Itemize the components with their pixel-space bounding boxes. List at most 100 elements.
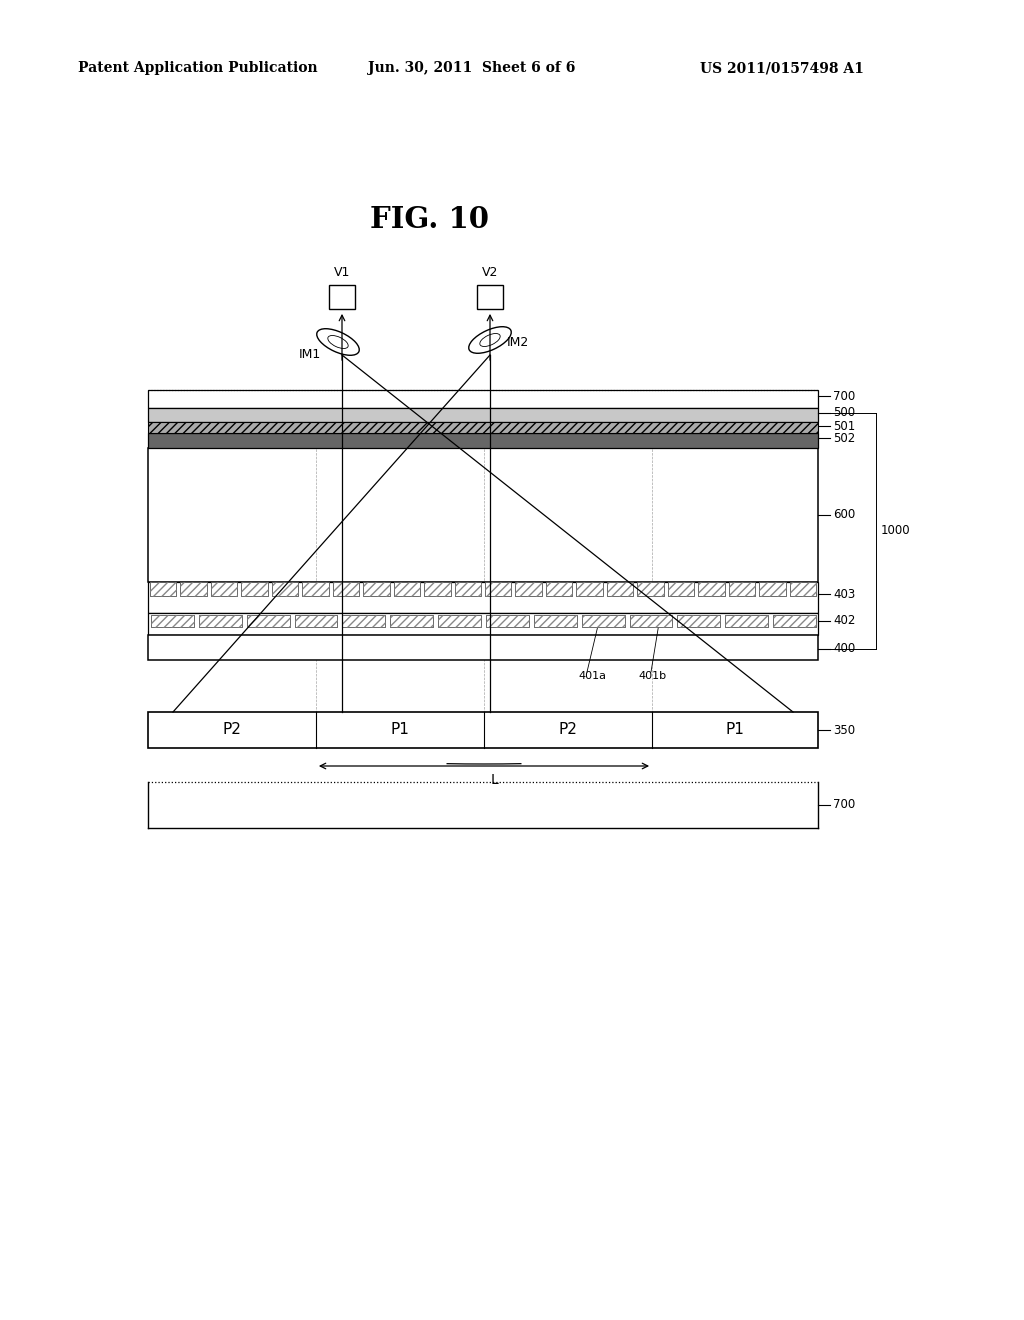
Bar <box>148 433 818 447</box>
Bar <box>151 615 194 627</box>
Bar <box>759 582 785 597</box>
Bar <box>698 582 725 597</box>
Text: 402: 402 <box>833 615 855 627</box>
Bar <box>546 582 572 597</box>
Bar <box>150 582 176 597</box>
Text: FIG. 10: FIG. 10 <box>371 206 489 235</box>
Bar <box>455 582 481 597</box>
Text: P1: P1 <box>726 722 744 738</box>
Bar <box>637 582 664 597</box>
Bar <box>211 582 238 597</box>
Text: 600: 600 <box>833 508 855 521</box>
Bar <box>790 582 816 597</box>
Text: 502: 502 <box>833 432 855 445</box>
Bar <box>148 582 818 612</box>
Bar <box>607 582 633 597</box>
Bar <box>515 582 542 597</box>
Bar <box>424 582 451 597</box>
Bar <box>698 582 725 597</box>
Text: 700: 700 <box>833 389 855 403</box>
Bar <box>148 612 818 635</box>
Bar <box>773 615 816 627</box>
Bar <box>630 615 673 627</box>
Text: 401b: 401b <box>638 671 667 681</box>
Text: 400: 400 <box>833 643 855 656</box>
Bar <box>271 582 298 597</box>
Bar <box>515 582 542 597</box>
Text: P2: P2 <box>558 722 578 738</box>
Bar <box>678 615 720 627</box>
Text: IM1: IM1 <box>299 347 322 360</box>
Bar <box>477 285 503 309</box>
Bar <box>148 635 818 660</box>
Bar <box>180 582 207 597</box>
Bar <box>148 447 818 582</box>
Text: Jun. 30, 2011  Sheet 6 of 6: Jun. 30, 2011 Sheet 6 of 6 <box>368 61 575 75</box>
Text: L: L <box>490 774 498 787</box>
Bar <box>148 422 818 433</box>
Bar <box>148 408 818 422</box>
Bar <box>668 582 694 597</box>
Text: P2: P2 <box>222 722 242 738</box>
Text: V2: V2 <box>482 267 499 280</box>
Bar <box>390 615 433 627</box>
Text: 401a: 401a <box>578 671 606 681</box>
Bar <box>534 615 577 627</box>
Bar <box>199 615 242 627</box>
Bar <box>486 615 528 627</box>
Bar <box>637 582 664 597</box>
Text: 700: 700 <box>833 799 855 812</box>
Text: 1000: 1000 <box>881 524 910 537</box>
Text: 500: 500 <box>833 407 855 420</box>
Bar <box>302 582 329 597</box>
Bar <box>759 582 785 597</box>
Bar <box>725 615 768 627</box>
Text: IM2: IM2 <box>507 335 529 348</box>
Bar <box>725 615 768 627</box>
Bar <box>342 615 385 627</box>
Bar <box>577 582 603 597</box>
Bar <box>729 582 755 597</box>
Bar <box>364 582 390 597</box>
Bar <box>333 582 359 597</box>
Bar <box>342 615 385 627</box>
Bar <box>577 582 603 597</box>
Bar <box>329 285 355 309</box>
Bar <box>247 615 290 627</box>
Text: 350: 350 <box>833 723 855 737</box>
Text: 403: 403 <box>833 587 855 601</box>
Text: US 2011/0157498 A1: US 2011/0157498 A1 <box>700 61 864 75</box>
Bar <box>668 582 694 597</box>
Bar <box>247 615 290 627</box>
Bar <box>678 615 720 627</box>
Bar <box>485 582 511 597</box>
Bar <box>333 582 359 597</box>
Bar <box>148 711 818 748</box>
Bar <box>773 615 816 627</box>
Bar <box>390 615 433 627</box>
Bar <box>242 582 268 597</box>
Bar <box>607 582 633 597</box>
Bar <box>546 582 572 597</box>
Bar <box>211 582 238 597</box>
Bar <box>424 582 451 597</box>
Bar <box>485 582 511 597</box>
Bar <box>180 582 207 597</box>
Bar <box>534 615 577 627</box>
Bar <box>790 582 816 597</box>
Text: Patent Application Publication: Patent Application Publication <box>78 61 317 75</box>
Text: V1: V1 <box>334 267 350 280</box>
Text: 501: 501 <box>833 420 855 433</box>
Bar <box>486 615 528 627</box>
Bar <box>151 615 194 627</box>
Bar <box>582 615 625 627</box>
Bar <box>630 615 673 627</box>
Bar <box>582 615 625 627</box>
Bar <box>148 389 818 408</box>
Bar <box>393 582 420 597</box>
Bar <box>295 615 338 627</box>
Bar <box>729 582 755 597</box>
Bar <box>438 615 481 627</box>
Bar <box>393 582 420 597</box>
Bar <box>242 582 268 597</box>
